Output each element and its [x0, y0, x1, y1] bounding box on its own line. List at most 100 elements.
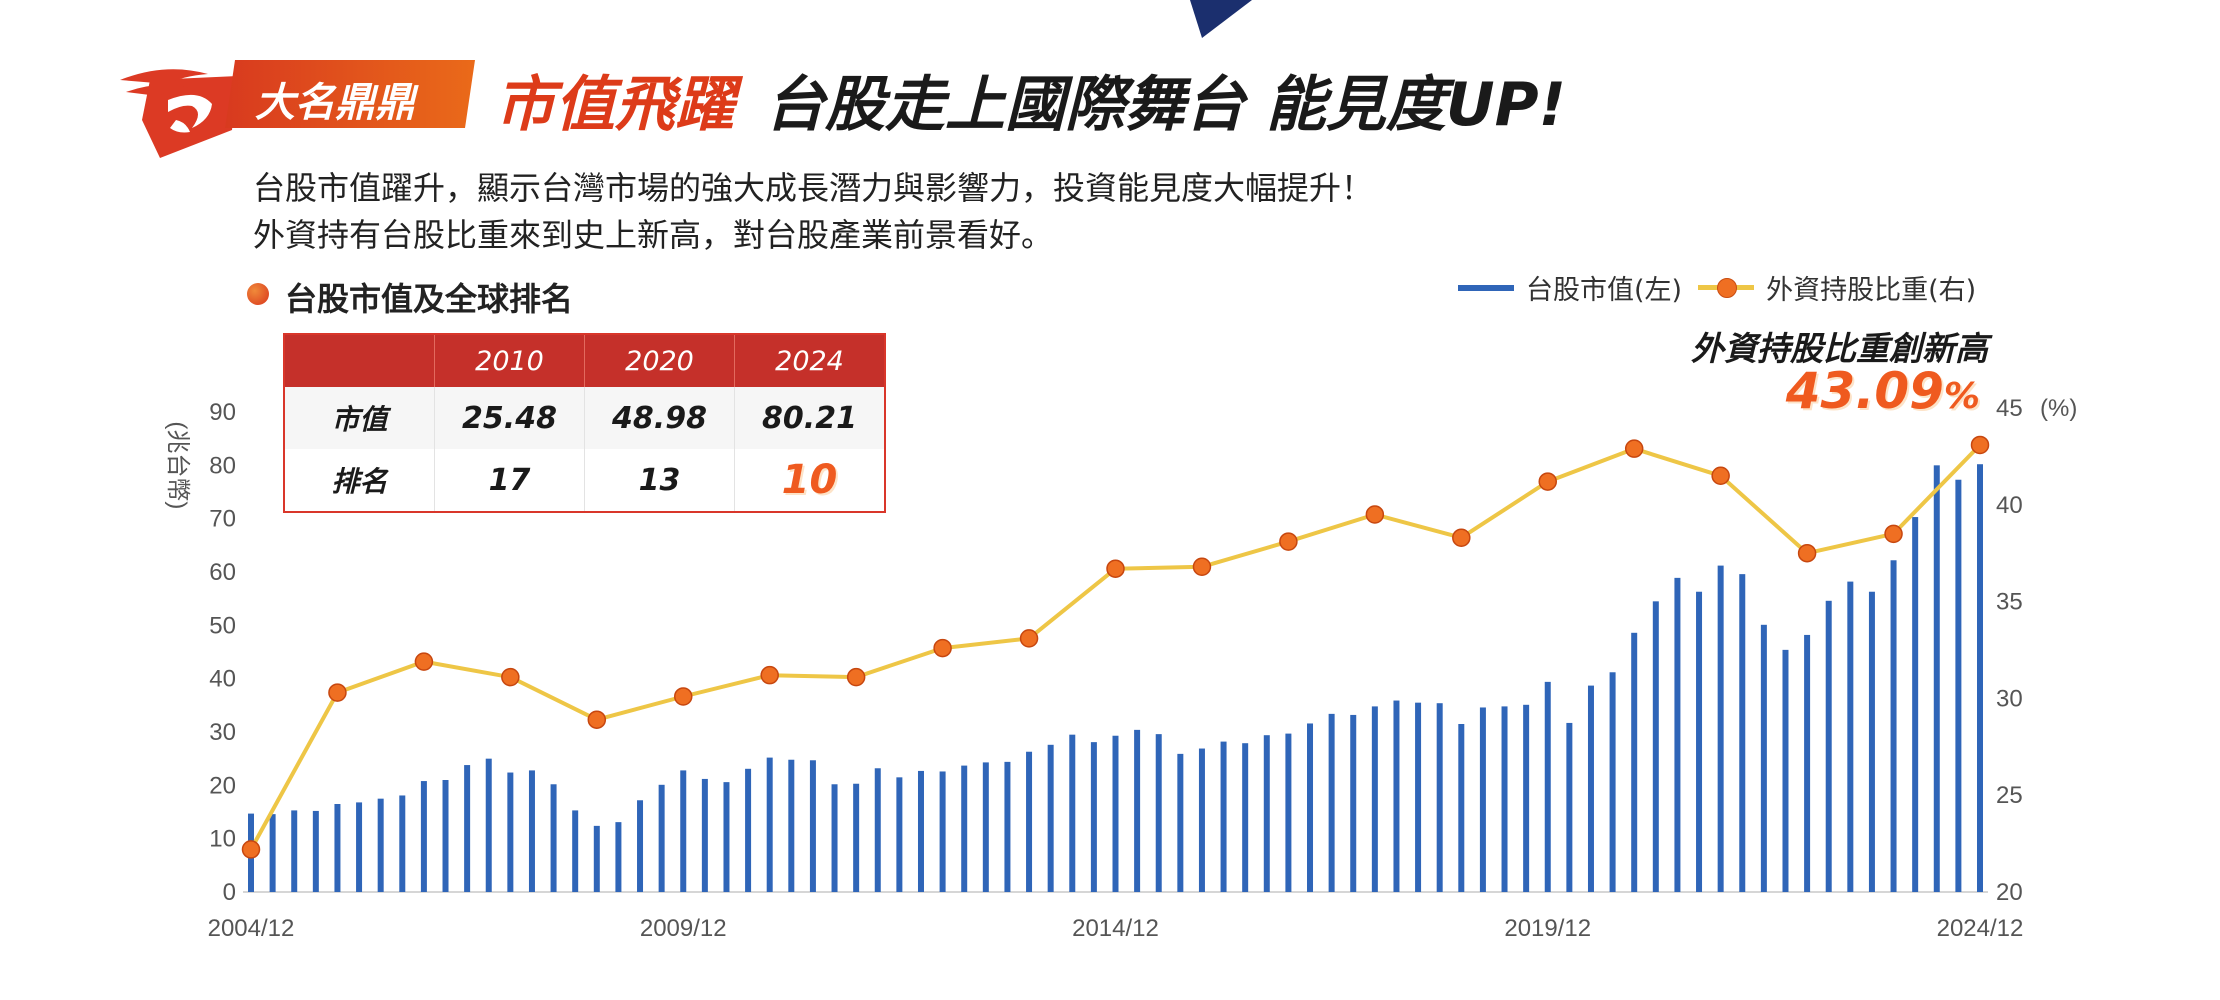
market-cap-bar: [1825, 600, 1832, 892]
market-cap-bar: [1847, 581, 1854, 892]
market-cap-bar: [399, 795, 406, 892]
market-cap-bar: [917, 770, 924, 892]
y-right-tick-label: 40: [1996, 492, 2023, 519]
market-cap-bar: [1652, 601, 1659, 892]
foreign-holding-point: [414, 652, 434, 671]
market-cap-bar: [1436, 703, 1443, 892]
x-tick-label: 2014/12: [1072, 915, 1159, 942]
foreign-holding-point: [1624, 439, 1644, 458]
market-cap-bar: [1263, 735, 1270, 892]
x-tick-label: 2019/12: [1504, 915, 1591, 942]
foreign-holding-point: [587, 710, 607, 729]
y-left-tick-label: 50: [209, 612, 236, 639]
market-cap-bar: [1890, 560, 1897, 892]
market-cap-bar: [961, 765, 968, 892]
y-right-tick-label: 25: [1996, 782, 2023, 809]
market-cap-bar: [420, 781, 427, 892]
y-left-tick-label: 60: [209, 559, 236, 586]
market-cap-bar: [809, 760, 816, 892]
market-cap-bar: [1523, 704, 1530, 892]
y-right-tick-label: 45: [1996, 395, 2023, 422]
table-year-header: 2010: [434, 334, 585, 387]
market-cap-bar: [1198, 748, 1205, 892]
foreign-holding-point: [1797, 543, 1817, 563]
headline-red: 市值飛躍: [495, 70, 735, 140]
market-cap-bar: [1393, 700, 1400, 892]
page-title: 市值飛躍 台股走上國際舞台 能見度UP!: [495, 56, 1566, 143]
market-cap-bar: [1674, 577, 1681, 892]
market-cap-bar: [723, 782, 730, 892]
brand-logo-icon: [120, 69, 238, 158]
market-cap-bar: [1155, 734, 1162, 892]
y-left-tick-label: 40: [209, 666, 236, 693]
market-cap-bar: [1696, 591, 1703, 892]
table-row: 排名 17 13 10: [284, 449, 886, 512]
legend-bar-swatch: [1458, 284, 1514, 291]
highlight-label: 外資持股比重創新高: [1691, 329, 1988, 368]
legend-bar-label: 台股市值(左): [1526, 275, 1683, 306]
foreign-holding-point: [1106, 559, 1125, 578]
market-cap-bar: [1026, 751, 1033, 892]
table-cell: 17: [434, 449, 585, 512]
market-cap-bar: [1868, 591, 1875, 892]
foreign-holding-point: [1452, 528, 1471, 547]
market-cap-bar: [831, 784, 838, 892]
headline-dark: 台股走上國際舞台 能見度UP!: [765, 70, 1566, 140]
market-cap-bar: [1285, 733, 1292, 892]
market-cap-bar: [1804, 634, 1811, 892]
x-tick-label: 2004/12: [208, 915, 295, 942]
market-cap-bar: [1220, 741, 1227, 892]
market-cap-bar: [1933, 465, 1940, 892]
market-cap-bar: [464, 765, 471, 892]
highlight-unit: %: [1943, 376, 1980, 417]
market-cap-bar: [572, 810, 579, 892]
foreign-holding-point: [1884, 524, 1903, 544]
y-left-tick-label: 0: [223, 879, 236, 906]
market-cap-bar: [766, 757, 773, 892]
table-row-label: 排名: [284, 449, 435, 512]
market-cap-bar: [1479, 707, 1486, 892]
y-left-tick-label: 30: [209, 719, 236, 746]
table-row-label: 市值: [284, 387, 435, 449]
market-cap-bar: [1977, 464, 1983, 892]
market-cap-bar: [1955, 479, 1962, 892]
description-line-1: 台股市值躍升，顯示台灣市場的強大成長潛力與影響力，投資能見度大幅提升！: [253, 169, 1374, 207]
market-cap-bar: [1371, 706, 1378, 892]
y-left-tick-label: 70: [209, 506, 236, 533]
foreign-holding-point: [1365, 505, 1385, 524]
y-right-tick-label: 30: [1996, 685, 2023, 712]
table-cell: 13: [584, 449, 735, 512]
market-cap-bar: [1069, 734, 1076, 892]
y-left-tick-label: 80: [209, 452, 236, 479]
corner-decoration: [1190, 0, 1252, 38]
market-cap-bar: [1760, 624, 1767, 892]
x-tick-label: 2009/12: [640, 915, 727, 942]
foreign-holding-point: [846, 667, 866, 687]
table-cell-highlight: 10: [734, 449, 886, 512]
foreign-holding-point: [501, 667, 520, 687]
market-cap-bar: [1177, 753, 1184, 892]
market-cap-bar: [1587, 685, 1594, 892]
market-cap-bar: [615, 822, 622, 892]
foreign-holding-point: [760, 665, 779, 685]
market-cap-bar: [1717, 565, 1724, 892]
market-cap-bar: [658, 784, 665, 892]
y-left-tick-label: 10: [209, 826, 236, 853]
market-cap-bar: [593, 825, 600, 892]
market-cap-bar: [788, 759, 795, 892]
market-cap-bar: [1912, 517, 1919, 892]
market-cap-bar: [982, 762, 989, 892]
foreign-holding-point: [1192, 557, 1212, 577]
market-cap-bar: [1090, 742, 1097, 892]
legend-line-swatch: [1698, 278, 1755, 298]
market-cap-bar: [1739, 574, 1746, 892]
market-cap-bar: [853, 783, 860, 892]
market-cap-bar: [507, 772, 514, 892]
market-cap-bar: [1004, 761, 1011, 892]
foreign-holding-point: [1711, 466, 1730, 486]
market-cap-bar: [1415, 702, 1422, 892]
market-cap-bar: [1631, 632, 1638, 892]
y-left-tick-label: 90: [209, 399, 236, 426]
table-year-header: 2020: [584, 334, 735, 387]
